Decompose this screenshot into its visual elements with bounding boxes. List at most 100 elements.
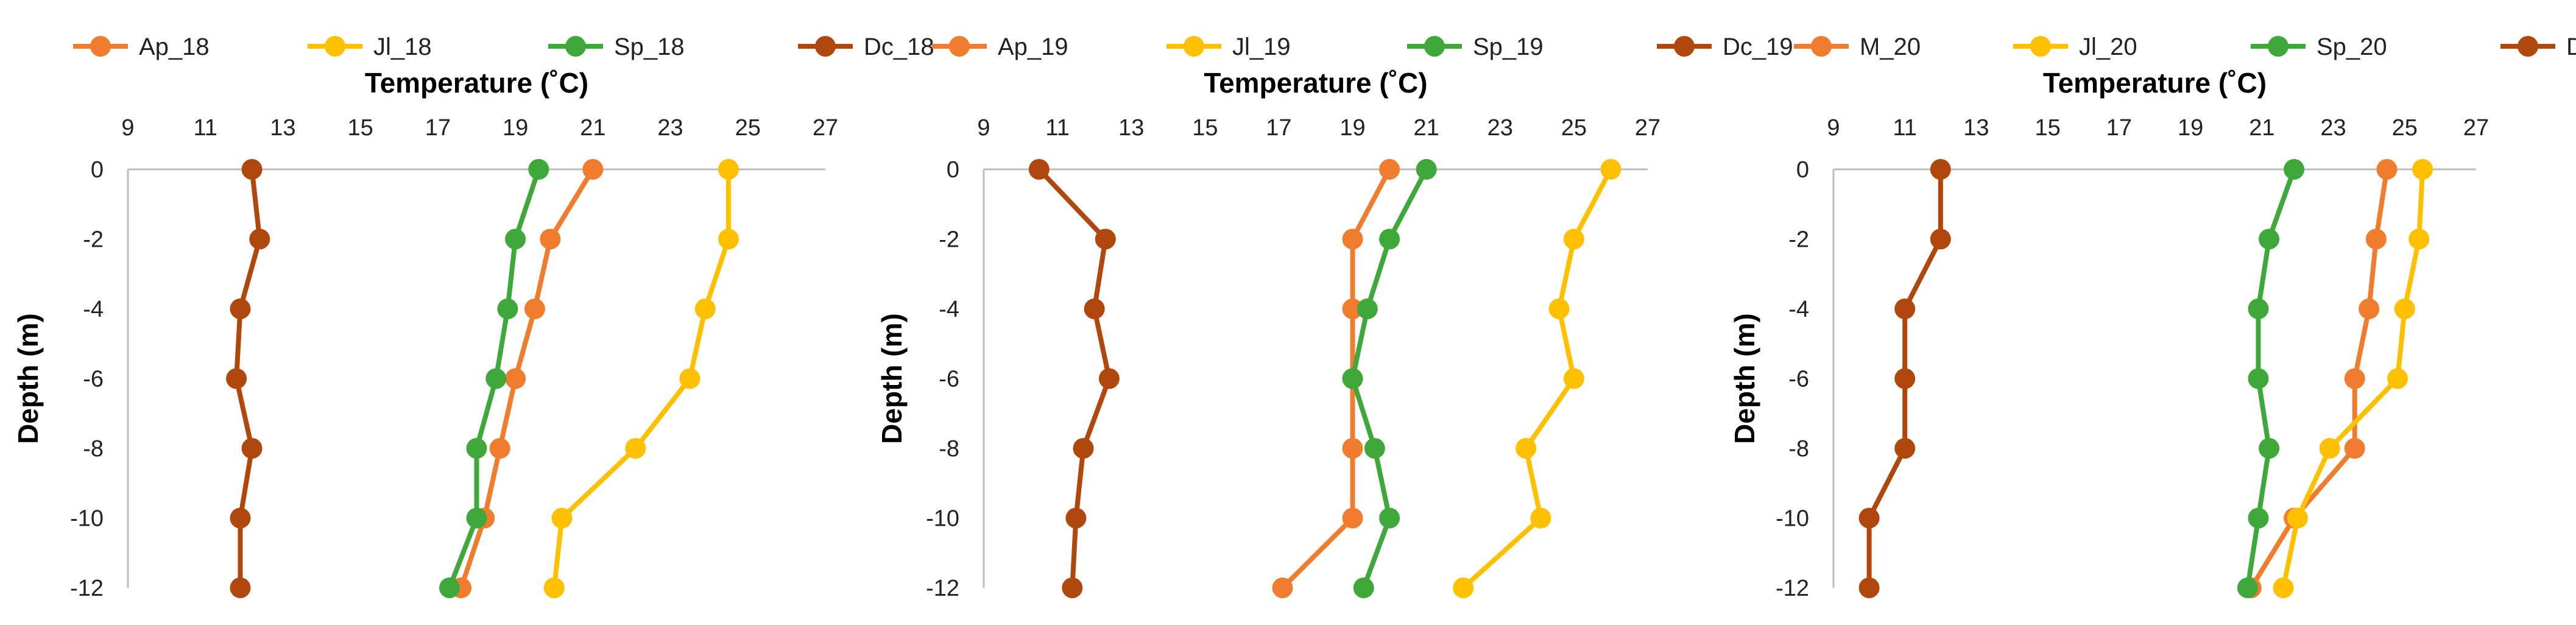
legend-marker-Jl_18 <box>325 36 345 57</box>
data-point-Sp_18 <box>497 298 518 319</box>
data-point-Dc_18 <box>241 438 263 459</box>
data-point-Jl_20 <box>2408 228 2430 250</box>
data-point-Jl_18 <box>679 368 700 389</box>
legend-marker-M_20 <box>1811 36 1832 57</box>
legend-label: Ap_19 <box>998 34 1068 60</box>
data-point-Dc_20 <box>1930 159 1951 180</box>
x-tick-label: 11 <box>1893 115 1916 141</box>
x-tick-label: 27 <box>1635 115 1660 141</box>
y-tick-label: 0 <box>947 157 959 183</box>
data-point-Ap_19 <box>1342 507 1363 529</box>
data-point-Sp_18 <box>466 507 487 529</box>
legend-marker-Dc_20 <box>2518 36 2538 57</box>
data-point-Sp_20 <box>2259 438 2280 459</box>
data-point-Dc_19 <box>1062 577 1083 598</box>
legend-marker-Jl_20 <box>2030 36 2051 57</box>
data-point-Dc_19 <box>1028 159 1050 180</box>
data-point-Sp_20 <box>2248 507 2269 529</box>
data-point-Dc_19 <box>1095 228 1116 250</box>
y-tick-label: -12 <box>1776 576 1809 601</box>
y-tick-label: -8 <box>1788 436 1809 462</box>
data-point-Jl_20 <box>2387 368 2408 389</box>
data-point-Jl_18 <box>718 228 739 250</box>
data-point-Sp_20 <box>2284 159 2305 180</box>
x-tick-label: 11 <box>193 115 217 141</box>
data-point-Ap_18 <box>505 368 526 389</box>
data-point-Dc_20 <box>1894 438 1916 459</box>
data-point-M_20 <box>2344 438 2365 459</box>
x-axis-title: Temperature (˚C) <box>2043 67 2267 99</box>
data-point-Sp_18 <box>466 438 487 459</box>
y-tick-label: -8 <box>83 436 104 462</box>
data-point-Ap_18 <box>524 298 545 319</box>
y-tick-label: -4 <box>939 297 959 322</box>
x-tick-label: 25 <box>2392 115 2418 141</box>
y-tick-label: -10 <box>926 506 959 532</box>
legend-marker-Dc_18 <box>815 36 836 57</box>
y-tick-label: 0 <box>91 157 104 183</box>
y-tick-label: 0 <box>1796 157 1809 183</box>
data-point-M_20 <box>2344 368 2365 389</box>
y-tick-label: -8 <box>939 436 959 462</box>
y-tick-label: -6 <box>1788 367 1809 392</box>
x-tick-label: 21 <box>580 115 605 141</box>
x-tick-label: 13 <box>1118 115 1144 141</box>
x-tick-label: 19 <box>503 115 528 141</box>
x-tick-label: 19 <box>2178 115 2203 141</box>
data-point-Sp_19 <box>1357 298 1378 319</box>
data-point-Ap_19 <box>1379 159 1400 180</box>
data-point-Sp_19 <box>1353 577 1374 598</box>
x-tick-label: 19 <box>1339 115 1365 141</box>
data-point-Dc_19 <box>1084 298 1105 319</box>
x-tick-label: 27 <box>813 115 838 141</box>
data-point-Sp_20 <box>2259 228 2280 250</box>
x-tick-label: 15 <box>2035 115 2061 141</box>
data-point-Sp_19 <box>1416 159 1437 180</box>
legend-label: Dc_19 <box>1723 34 1793 60</box>
data-point-M_20 <box>2365 228 2387 250</box>
legend-marker-Sp_18 <box>565 36 586 57</box>
data-point-Dc_19 <box>1065 507 1087 529</box>
x-tick-label: 27 <box>2463 115 2489 141</box>
data-point-Ap_18 <box>582 159 604 180</box>
data-point-Dc_20 <box>1894 298 1916 319</box>
data-point-Jl_20 <box>2412 159 2433 180</box>
x-tick-label: 9 <box>1827 115 1840 141</box>
legend-marker-Ap_19 <box>949 36 970 57</box>
y-axis-title: Depth (m) <box>12 313 44 444</box>
data-point-Dc_20 <box>1858 507 1880 529</box>
data-point-Sp_19 <box>1364 438 1385 459</box>
data-point-Dc_19 <box>1073 438 1094 459</box>
data-point-M_20 <box>2376 159 2398 180</box>
legend-label: Jl_18 <box>373 34 432 60</box>
legend-label: Sp_20 <box>2317 34 2387 60</box>
data-point-Sp_20 <box>2248 298 2269 319</box>
x-tick-label: 13 <box>1963 115 1989 141</box>
data-point-Dc_18 <box>230 577 251 598</box>
data-point-Dc_20 <box>1894 368 1916 389</box>
data-point-Sp_18 <box>439 577 460 598</box>
x-tick-label: 9 <box>977 115 990 141</box>
data-point-Ap_19 <box>1342 228 1363 250</box>
legend-marker-Jl_19 <box>1184 36 1204 57</box>
x-tick-label: 9 <box>121 115 134 141</box>
legend-label: Jl_19 <box>1232 34 1291 60</box>
data-point-Sp_18 <box>528 159 549 180</box>
data-point-Dc_19 <box>1098 368 1120 389</box>
series-line-Jl_18 <box>551 169 731 588</box>
x-tick-label: 15 <box>1192 115 1218 141</box>
legend-label: M_20 <box>1860 34 1921 60</box>
data-point-Jl_20 <box>2319 438 2340 459</box>
legend-label: Sp_18 <box>614 34 685 60</box>
y-tick-label: -12 <box>926 576 959 601</box>
x-tick-label: 17 <box>425 115 451 141</box>
data-point-Jl_18 <box>551 507 573 529</box>
data-point-Ap_19 <box>1272 577 1293 598</box>
data-point-Sp_20 <box>2248 368 2269 389</box>
data-point-Sp_19 <box>1379 228 1400 250</box>
legend-label: Dc_18 <box>864 34 934 60</box>
data-point-Sp_19 <box>1342 368 1363 389</box>
x-tick-label: 13 <box>270 115 295 141</box>
legend-marker-Dc_19 <box>1674 36 1695 57</box>
